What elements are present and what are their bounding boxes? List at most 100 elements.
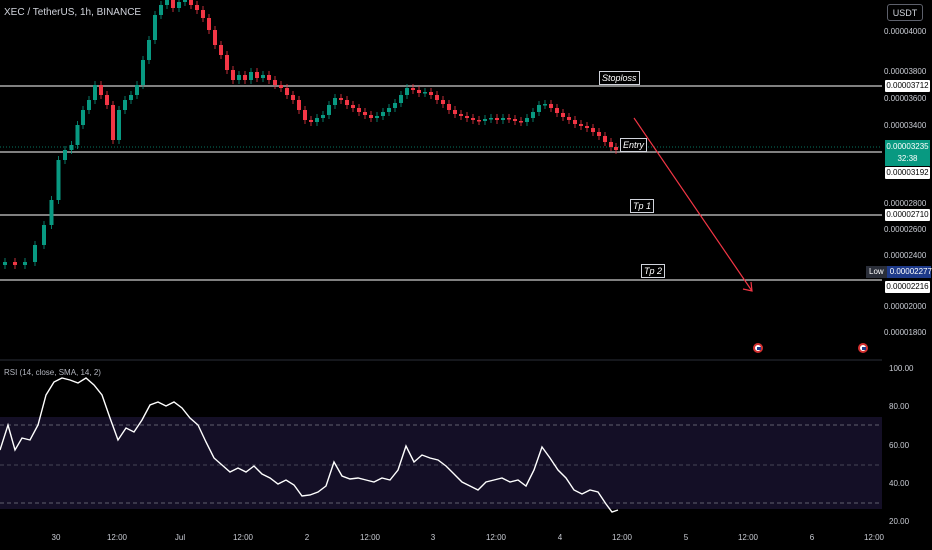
candle-body <box>585 126 589 128</box>
candle-body <box>393 103 397 108</box>
us-event-flag-icon[interactable] <box>858 343 868 353</box>
us-event-flag-icon[interactable] <box>753 343 763 353</box>
price-tick: 0.00004000 <box>884 27 927 36</box>
price-tick: 0.00001800 <box>884 328 927 337</box>
candle-body <box>225 55 229 70</box>
candle-body <box>129 95 133 100</box>
candle-body <box>297 100 301 110</box>
symbol-title[interactable]: XEC / TetherUS, 1h, BINANCE <box>4 7 142 18</box>
entry-label[interactable]: Entry <box>620 138 648 152</box>
candle-body <box>327 105 331 115</box>
current-price-value: 0.00003235 <box>886 142 929 151</box>
entry-price-box: 0.00003192 <box>885 167 930 179</box>
candle-body <box>33 245 37 262</box>
candle-body <box>219 45 223 55</box>
candle-body <box>591 128 595 132</box>
candle-body <box>201 10 205 18</box>
time-tick: 3 <box>430 533 436 542</box>
candle-body <box>399 95 403 103</box>
current-price-badge: 0.00003235 32:38 <box>885 140 930 166</box>
candle-body <box>63 150 67 160</box>
candle-body <box>495 118 499 120</box>
candle-body <box>189 0 193 5</box>
time-tick: 12:00 <box>485 533 507 542</box>
candle-body <box>459 114 463 116</box>
candle-body <box>303 110 307 120</box>
candle-body <box>345 100 349 105</box>
price-tick: 0.00002600 <box>884 225 927 234</box>
tp2-price-box: 0.00002216 <box>885 281 930 293</box>
candle-body <box>321 115 325 118</box>
candle-body <box>279 85 283 88</box>
candle-body <box>141 60 145 85</box>
candle-body <box>231 70 235 80</box>
price-tick: 0.00002800 <box>884 199 927 208</box>
candle-body <box>417 90 421 93</box>
candle-body <box>309 120 313 122</box>
candle-body <box>429 92 433 95</box>
tp2-label[interactable]: Tp 2 <box>641 264 666 278</box>
candle-body <box>159 5 163 15</box>
low-value: 0.00002277 <box>886 266 932 278</box>
trend-arrow[interactable] <box>633 117 753 292</box>
candle-body <box>147 40 151 60</box>
candles-group <box>3 0 618 269</box>
candle-body <box>81 110 85 125</box>
price-tick: 0.00003400 <box>884 121 927 130</box>
rsi-title[interactable]: RSI (14, close, SMA, 14, 2) <box>4 368 101 377</box>
candle-body <box>435 95 439 100</box>
candle-body <box>405 88 409 95</box>
candle-body <box>465 116 469 118</box>
candle-body <box>93 85 97 100</box>
stoploss-label[interactable]: Stoploss <box>599 71 640 85</box>
candle-body <box>249 72 253 80</box>
candle-body <box>549 104 553 108</box>
time-tick: 5 <box>683 533 689 542</box>
time-tick: 12:00 <box>359 533 381 542</box>
tp1-label[interactable]: Tp 1 <box>630 199 655 213</box>
currency-button[interactable]: USDT <box>887 4 923 21</box>
rsi-tick: 40.00 <box>889 479 910 488</box>
candle-body <box>555 108 559 113</box>
candle-body <box>507 118 511 120</box>
candle-body <box>513 119 517 121</box>
candle-body <box>213 30 217 45</box>
stoploss-price-box: 0.00003712 <box>885 80 930 92</box>
candle-body <box>23 262 27 265</box>
candle-body <box>357 108 361 112</box>
candle-body <box>243 75 247 80</box>
candle-body <box>207 18 211 30</box>
candle-body <box>333 98 337 105</box>
candle-body <box>501 118 505 120</box>
candle-body <box>363 112 367 115</box>
candle-body <box>387 108 391 112</box>
time-tick: 6 <box>809 533 815 542</box>
candle-body <box>105 95 109 105</box>
candle-body <box>471 118 475 120</box>
candle-body <box>561 113 565 117</box>
price-tick: 0.00003800 <box>884 67 927 76</box>
candle-body <box>75 125 80 145</box>
low-label: Low <box>866 266 887 278</box>
candle-body <box>237 75 241 80</box>
candle-body <box>423 92 427 94</box>
candle-body <box>56 160 61 200</box>
low-tag: Low 0.00002277 <box>866 266 932 278</box>
candle-body <box>183 0 187 2</box>
time-tick: 12:00 <box>106 533 128 542</box>
candle-body <box>614 147 618 150</box>
rsi-tick: 60.00 <box>889 441 910 450</box>
candle-body <box>579 124 583 126</box>
candle-body <box>489 118 493 120</box>
candle-body <box>375 116 379 118</box>
candle-body <box>42 225 46 245</box>
candle-body <box>477 120 481 122</box>
candle-body <box>411 88 415 90</box>
rsi-tick: 20.00 <box>889 517 910 526</box>
candle-body <box>135 85 139 95</box>
candle-body <box>447 104 451 110</box>
candle-body <box>255 72 259 78</box>
candle-body <box>195 5 199 10</box>
candle-body <box>567 117 571 120</box>
